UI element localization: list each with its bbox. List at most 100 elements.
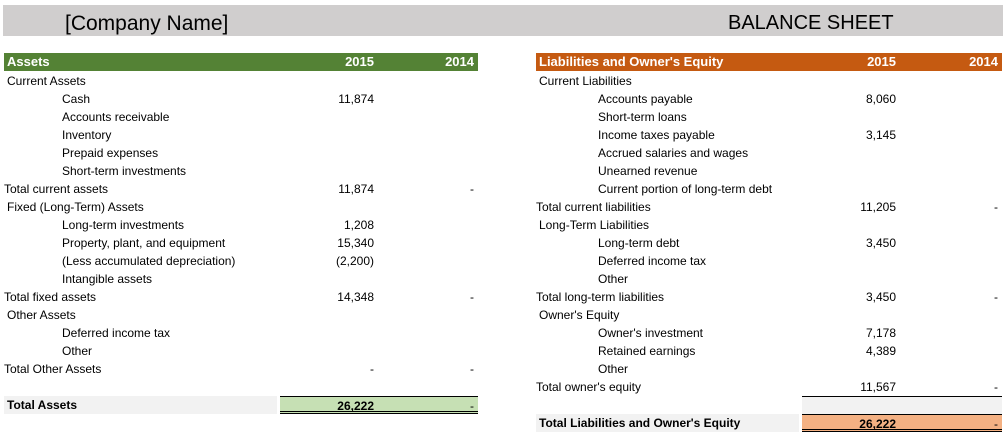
table-header: Liabilities and Owner's Equity 2015 2014 (536, 53, 1002, 71)
value-prior-year (900, 234, 1002, 252)
table-row: Accounts receivable (4, 108, 478, 126)
line-item-label: (Less accumulated depreciation) (62, 254, 236, 268)
section-label: Current Assets (7, 74, 86, 88)
line-item-label: Current portion of long-term debt (598, 182, 773, 196)
company-name: [Company Name] (65, 12, 229, 35)
table-row: Property, plant, and equipment 15,340 (4, 234, 478, 252)
table-row: Total current liabilities 11,205 - (536, 198, 1002, 216)
header-year-prior: 2014 (445, 54, 474, 69)
table-row: Long-term investments 1,208 (4, 216, 478, 234)
value-prior-year (900, 126, 1002, 144)
value-prior-year: - (470, 182, 474, 196)
line-item-label: Inventory (62, 128, 112, 142)
value-current-year: 26,222 (280, 396, 378, 414)
value-prior-year (378, 144, 478, 162)
line-item-label: Other (598, 272, 629, 286)
line-item-label: Unearned revenue (598, 164, 698, 178)
value-prior-year (900, 342, 1002, 360)
value-prior-year (378, 126, 478, 144)
table-row: Total long-term liabilities 3,450 - (536, 288, 1002, 306)
value-current-year: 8,060 (865, 92, 896, 106)
line-item-label: Accrued salaries and wages (598, 146, 749, 160)
table-row: Total current assets 11,874 - (4, 180, 478, 198)
value-current-year: 11,205 (860, 200, 896, 214)
line-item-label: Accounts payable (598, 92, 693, 106)
value-current-year (280, 126, 378, 144)
title-bar: [Company Name] BALANCE SHEET (3, 5, 1003, 36)
header-label: Liabilities and Owner's Equity (539, 54, 724, 69)
table-row: Total Liabilities and Owner's Equity 26,2… (536, 414, 1002, 432)
table-row: (Less accumulated depreciation) (2,200) (4, 252, 478, 270)
line-item-label: Owner's investment (598, 326, 703, 340)
line-item-label: Other (598, 362, 629, 376)
subtotal-label: Total long-term liabilities (536, 290, 665, 304)
value-current-year (280, 342, 378, 360)
value-prior-year: - (900, 414, 1002, 432)
value-prior-year (378, 108, 478, 126)
value-prior-year (900, 90, 1002, 108)
line-item-label: Cash (62, 92, 91, 106)
value-prior-year (900, 144, 1002, 162)
value-current-year (802, 144, 900, 162)
table-row (4, 378, 478, 396)
value-prior-year (378, 342, 478, 360)
value-current-year: (2,200) (335, 254, 374, 268)
line-item-label: Accounts receivable (62, 110, 170, 124)
value-current-year: 3,450 (865, 236, 896, 250)
section-label: Owner's Equity (539, 308, 620, 322)
value-current-year (280, 144, 378, 162)
value-prior-year (900, 180, 1002, 198)
value-prior-year: - (470, 290, 474, 304)
section-label: Other Assets (7, 308, 76, 322)
value-prior-year (900, 324, 1002, 342)
table-row: Other (536, 270, 1002, 288)
sheet-title: BALANCE SHEET (728, 12, 894, 34)
value-prior-year (900, 252, 1002, 270)
header-year-prior: 2014 (969, 54, 998, 69)
value-current-year: 7,178 (865, 326, 896, 340)
table-row: Total Assets 26,222- (4, 396, 478, 414)
section-label: Long-Term Liabilities (539, 218, 650, 232)
value-prior-year (900, 270, 1002, 288)
line-item-label: Long-term investments (62, 218, 185, 232)
section-header-row: Owner's Equity (536, 306, 1002, 324)
subtotal-label: Total fixed assets (4, 290, 97, 304)
line-item-label: Prepaid expenses (62, 146, 159, 160)
value-prior-year: - (994, 200, 998, 214)
value-current-year (802, 270, 900, 288)
table-row: Owner's investment 7,178 (536, 324, 1002, 342)
table-row: Current portion of long-term debt (536, 180, 1002, 198)
table-row: Inventory (4, 126, 478, 144)
value-current-year (280, 162, 378, 180)
line-item-label: Intangible assets (62, 272, 153, 286)
value-current-year: 1,208 (343, 218, 374, 232)
table-row: Intangible assets (4, 270, 478, 288)
value-prior-year (900, 162, 1002, 180)
line-item-label: Other (62, 344, 93, 358)
grand-total-label: Total Assets (4, 396, 277, 414)
table-row: Accrued salaries and wages (536, 144, 1002, 162)
line-item-label: Property, plant, and equipment (62, 236, 226, 250)
subtotal-label: Total current liabilities (536, 200, 651, 214)
table-header: Assets 2015 2014 (4, 53, 478, 71)
value-current-year: 3,450 (865, 290, 896, 304)
table-row: Cash 11,874 (4, 90, 478, 108)
section-header-row: Fixed (Long-Term) Assets (4, 198, 478, 216)
table-row: Total Other Assets - - (4, 360, 478, 378)
line-item-label: Short-term loans (598, 110, 687, 124)
value-current-year (802, 252, 900, 270)
value-current-year: 3,145 (865, 128, 896, 142)
value-prior-year (378, 324, 478, 342)
value-current-year: 11,874 (338, 92, 374, 106)
value-prior-year (900, 108, 1002, 126)
value-prior-year (378, 270, 478, 288)
line-item-label: Short-term investments (62, 164, 187, 178)
value-current-year: 26,222 (802, 414, 900, 432)
table-row (536, 396, 1002, 414)
value-current-year (280, 270, 378, 288)
value-current-year (280, 324, 378, 342)
header-year-current: 2015 (867, 54, 896, 69)
section-header-row: Long-Term Liabilities (536, 216, 1002, 234)
value-prior-year (378, 216, 478, 234)
value-prior-year: - (994, 380, 998, 394)
